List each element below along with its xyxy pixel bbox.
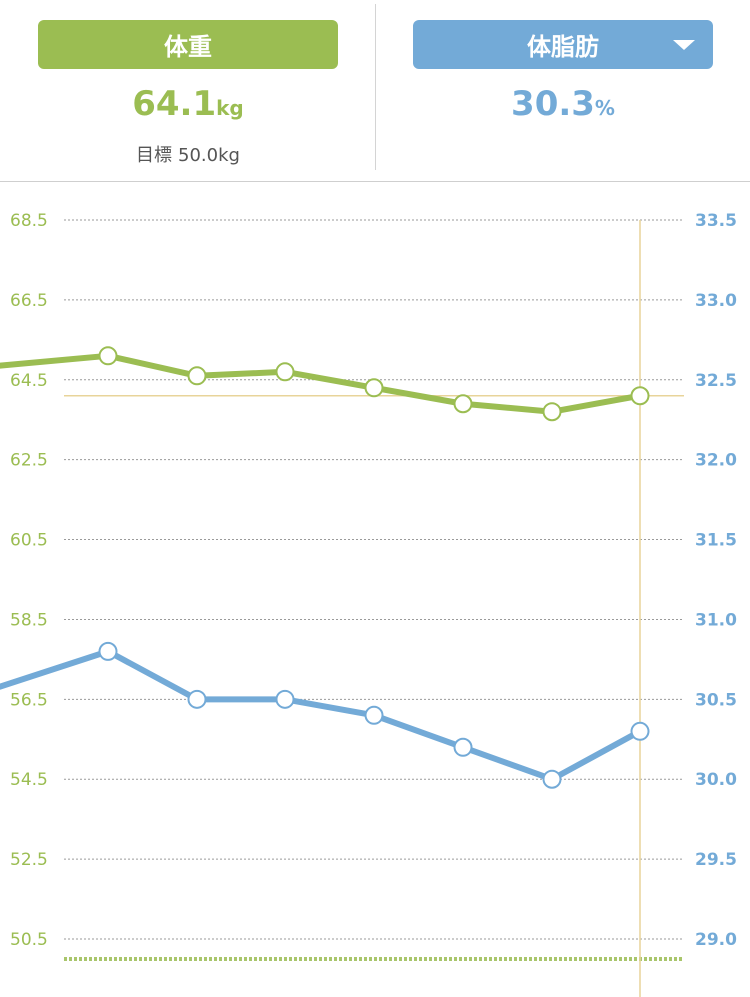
weight-series-line <box>0 352 643 415</box>
right-axis-tick-label: 29.5 <box>695 850 737 870</box>
header-panel: 体重 64.1kg 目標 50.0kg 体脂肪 30.3% <box>0 0 750 182</box>
weight-tab-button[interactable]: 体重 <box>38 20 338 69</box>
right-axis-tick-label: 33.0 <box>695 291 737 311</box>
weight-data-point <box>630 386 650 406</box>
goal-weight: 目標 50.0kg <box>38 141 338 167</box>
left-axis-tick-label: 62.5 <box>10 451 48 471</box>
body-fat-data-point <box>453 737 473 757</box>
right-axis-tick-label: 31.5 <box>695 531 737 551</box>
body-fat-data-point <box>98 641 118 661</box>
weight-data-point <box>542 402 562 422</box>
body-fat-unit: % <box>594 96 615 120</box>
body-fat-data-point <box>275 689 295 709</box>
weight-data-point <box>453 394 473 414</box>
right-axis-tick-label: 32.0 <box>695 451 737 471</box>
body-fat-dropdown-button[interactable]: 体脂肪 <box>413 20 713 69</box>
goal-value: 50.0kg <box>178 145 240 166</box>
body-fat-data-point <box>187 689 207 709</box>
left-axis-tick-label: 64.5 <box>10 371 48 391</box>
weight-data-point <box>364 378 384 398</box>
left-axis-tick-label: 68.5 <box>10 211 48 231</box>
left-axis-tick-label: 56.5 <box>10 690 48 710</box>
weight-bodyfat-chart[interactable]: 68.5 33.5 66.5 33.0 64.5 32.5 62.5 32.0 60.5 31.5… <box>0 182 750 997</box>
weight-value-display: 64.1kg <box>38 84 338 124</box>
body-fat-data-point <box>542 769 562 789</box>
caret-down-icon <box>673 40 695 50</box>
body-fat-data-point <box>364 705 384 725</box>
body-fat-value-display: 30.3% <box>413 84 713 124</box>
weight-tab-label: 体重 <box>164 33 212 61</box>
left-axis-tick-label: 50.5 <box>10 930 48 950</box>
right-axis-tick-label: 32.5 <box>695 371 737 391</box>
right-axis-tick-label: 33.5 <box>695 211 737 231</box>
weight-value: 64.1 <box>132 84 217 124</box>
goal-label: 目標 <box>136 145 173 166</box>
left-axis-tick-label: 52.5 <box>10 850 48 870</box>
body-fat-data-point <box>630 721 650 741</box>
right-axis-tick-label: 30.5 <box>695 690 737 710</box>
weight-data-point <box>187 366 207 386</box>
header-divider <box>375 4 376 170</box>
body-fat-tab-label: 体脂肪 <box>527 33 599 61</box>
body-fat-value: 30.3 <box>511 84 595 124</box>
right-axis-tick-label: 31.0 <box>695 610 737 630</box>
weight-unit: kg <box>216 96 244 120</box>
right-axis-tick-label: 29.0 <box>695 930 737 950</box>
weight-data-point <box>275 362 295 382</box>
left-axis-tick-label: 58.5 <box>10 610 48 630</box>
left-axis-tick-label: 54.5 <box>10 770 48 790</box>
weight-data-point <box>98 346 118 366</box>
left-axis-tick-label: 60.5 <box>10 531 48 551</box>
body-fat-series-line <box>0 648 643 783</box>
left-axis-tick-label: 66.5 <box>10 291 48 311</box>
right-axis-tick-label: 30.0 <box>695 770 737 790</box>
